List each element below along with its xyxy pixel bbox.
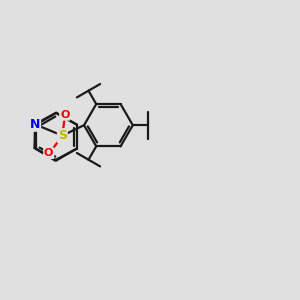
Text: N: N (30, 118, 40, 131)
Text: O: O (60, 110, 69, 120)
Text: S: S (58, 129, 67, 142)
Text: O: O (44, 148, 53, 158)
